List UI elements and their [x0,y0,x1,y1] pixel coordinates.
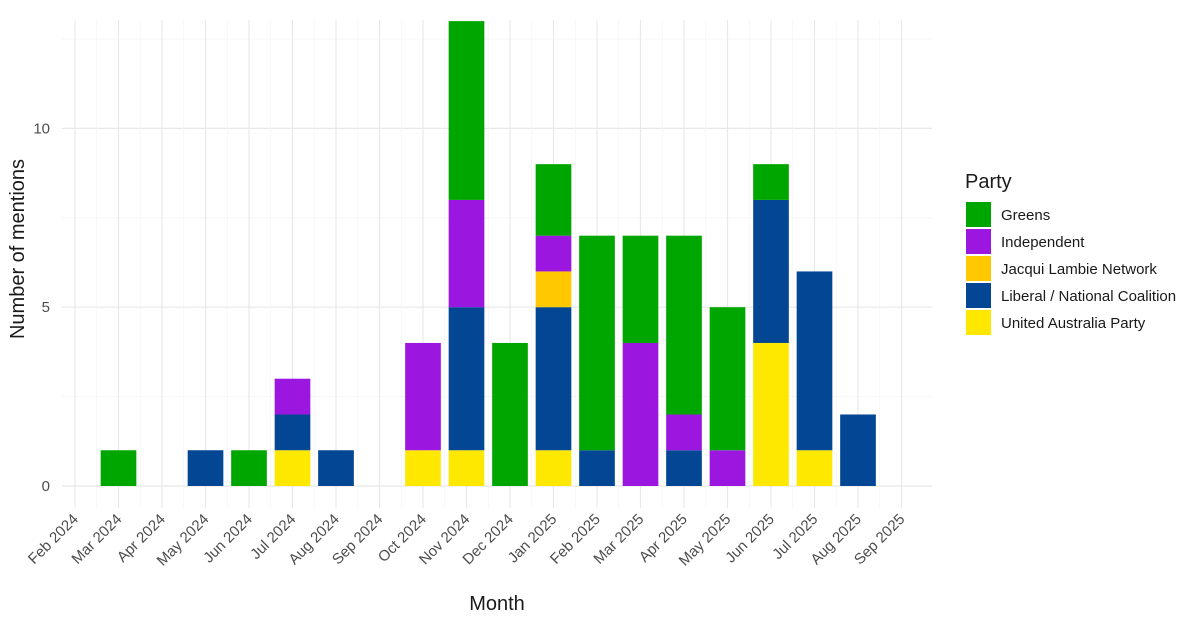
y-tick-label: 5 [42,299,50,316]
y-axis-title: Number of mentions [7,159,29,339]
bar-liberal-national-coalition-jul-2025 [796,271,833,451]
bar-liberal-national-coalition-aug-2025 [840,414,876,486]
legend-label: United Australia Party [1001,315,1146,332]
bar-liberal-national-coalition-jul-2024 [274,414,311,451]
bar-liberal-national-coalition-feb-2025 [579,450,615,486]
bar-liberal-national-coalition-aug-2024 [318,450,354,486]
bar-greens-jun-2024 [231,450,267,486]
bar-independent-jul-2024 [274,378,311,415]
bar-liberal-national-coalition-jun-2025 [753,199,789,343]
legend-label: Independent [1001,234,1085,251]
legend: Party Greens Independent Jacqui Lambie Net… [965,171,1176,335]
bar-liberal-national-coalition-apr-2025 [666,450,702,486]
bar-greens-apr-2025 [666,235,702,415]
legend-label: Jacqui Lambie Network [1001,261,1157,278]
bar-independent-mar-2025 [622,342,659,486]
bar-greens-nov-2024 [448,21,485,200]
bar-greens-jun-2025 [753,164,789,200]
bars [100,21,876,486]
bar-united-australia-party-oct-2024 [405,450,441,486]
bar-united-australia-party-nov-2024 [448,450,485,486]
y-tick-label: 10 [33,120,50,137]
legend-swatch-greens [966,202,991,227]
bar-independent-jan-2025 [535,235,572,272]
bar-united-australia-party-jul-2024 [274,450,311,486]
bar-greens-mar-2025 [622,235,659,343]
legend-swatch-jacqui-lambie-network [966,256,991,281]
legend-label: Liberal / National Coalition [1001,288,1176,305]
bar-united-australia-party-jul-2025 [796,450,833,486]
bar-greens-may-2025 [709,307,746,451]
bar-greens-dec-2024 [492,342,528,486]
bar-jacqui-lambie-network-jan-2025 [535,271,572,308]
legend-swatch-liberal-national-coalition [966,283,991,308]
bar-liberal-national-coalition-may-2024 [187,450,224,486]
bar-liberal-national-coalition-nov-2024 [448,307,485,451]
y-tick-label: 0 [42,478,50,495]
bar-united-australia-party-jun-2025 [753,342,789,486]
bar-independent-apr-2025 [666,414,702,451]
legend-swatch-united-australia-party [966,310,991,335]
legend-title: Party [965,171,1012,193]
bar-liberal-national-coalition-jan-2025 [535,307,572,451]
legend-swatch-independent [966,229,991,254]
bar-greens-feb-2025 [579,235,615,451]
bar-greens-jan-2025 [535,164,572,236]
bar-independent-may-2025 [709,450,746,486]
legend-label: Greens [1001,207,1050,224]
bar-greens-mar-2024 [100,450,137,486]
bar-united-australia-party-jan-2025 [535,450,572,486]
bar-independent-oct-2024 [405,342,441,451]
y-axis-ticks: 0 5 10 [33,120,50,495]
x-axis-title: Month [469,593,525,615]
bar-independent-nov-2024 [448,199,485,308]
